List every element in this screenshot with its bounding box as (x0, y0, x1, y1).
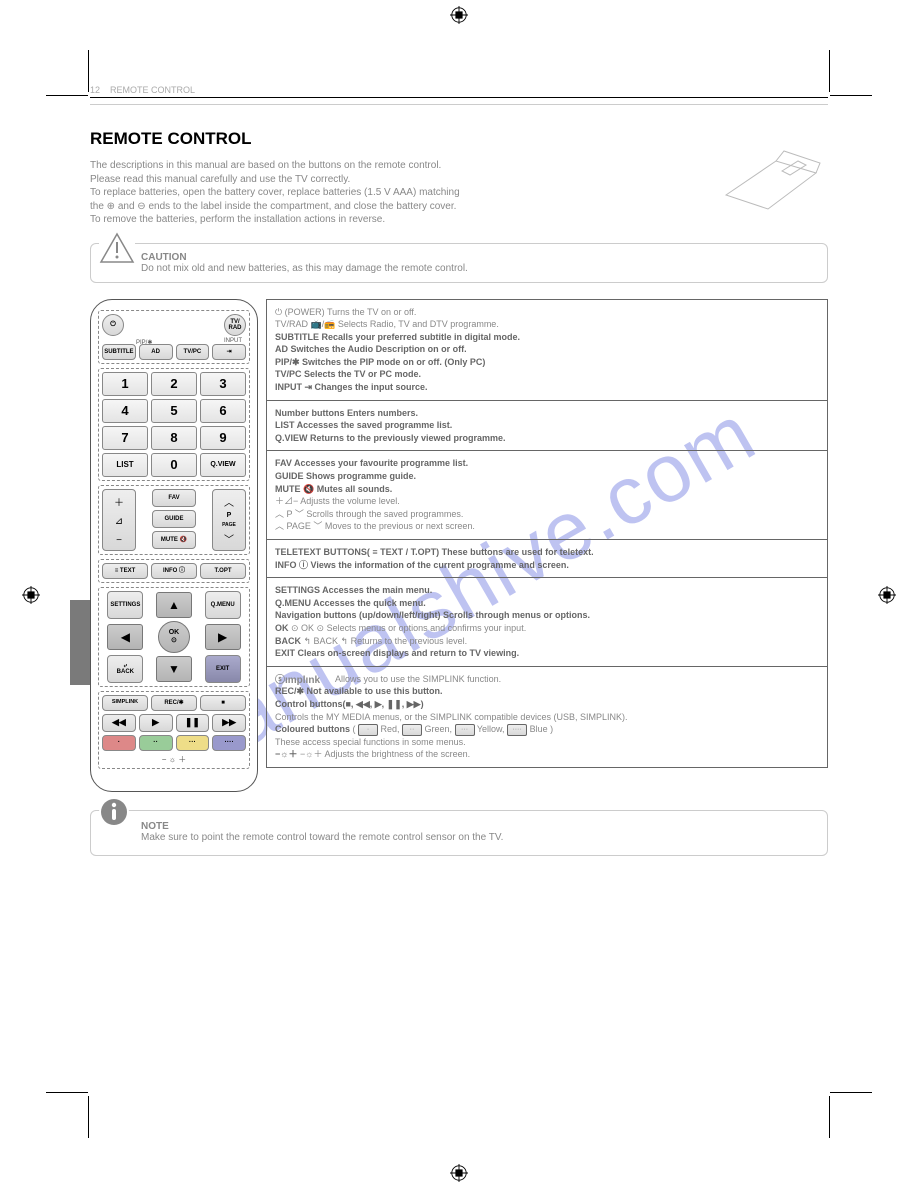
green-button[interactable]: ·· (139, 735, 173, 751)
num-2[interactable]: 2 (151, 372, 197, 396)
header-rule (90, 97, 828, 98)
topt-button[interactable]: T.OPT (200, 563, 246, 579)
fav-button[interactable]: FAV (152, 489, 196, 507)
remote-zone-nav: SETTINGS ▲ Q.MENU ◀ OK ⊙ ▶ ⤶ BACK ▼ EXIT (98, 587, 250, 687)
qmenu-button[interactable]: Q.MENU (205, 591, 241, 619)
text-button[interactable]: ≡ TEXT (102, 563, 148, 579)
yellow-button[interactable]: ··· (176, 735, 210, 751)
input-button[interactable]: ⇥ (212, 344, 246, 360)
subtitle-button[interactable]: SUBTITLE (102, 344, 136, 360)
description-table: ⏻ (POWER) Turns the TV on or off. TV/RAD… (266, 299, 828, 768)
crop-mark (46, 95, 88, 96)
blue-key: ···· (507, 724, 527, 736)
green-key: ·· (402, 724, 422, 736)
brightness-label: − ☼ ＋ (102, 754, 246, 765)
back-button[interactable]: ⤶ BACK (107, 655, 143, 683)
desc-row-4: TELETEXT BUTTONS( ≡ TEXT / T.OPT) These … (267, 540, 827, 578)
simplink-logo: ⓢımplınk (275, 673, 333, 685)
remote-zone-media: SIMPLINK REC/✱ ■ ◀◀ ▶ ❚❚ ▶▶ · ·· ··· ···… (98, 691, 250, 769)
note-label: NOTE (141, 821, 169, 832)
page-rocker[interactable]: ︿ P PAGE ﹀ (212, 489, 246, 551)
guide-button[interactable]: GUIDE (152, 510, 196, 528)
battery-illustration (716, 141, 826, 215)
desc-row-2: Number buttons Enters numbers. LIST Acce… (267, 401, 827, 452)
registration-mark (450, 1164, 468, 1182)
desc-row-3: FAV Accesses your favourite programme li… (267, 451, 827, 540)
crop-mark (88, 1096, 89, 1138)
nav-left[interactable]: ◀ (107, 624, 143, 650)
num-9[interactable]: 9 (200, 426, 246, 450)
num-8[interactable]: 8 (151, 426, 197, 450)
remote-zone-top: ⏻ TV/ RAD PIP/✱ INPUT SUBTITLE AD TV/PC … (98, 310, 250, 364)
num-7[interactable]: 7 (102, 426, 148, 450)
ok-button[interactable]: OK ⊙ (158, 621, 190, 653)
nav-right[interactable]: ▶ (205, 624, 241, 650)
rewind-button[interactable]: ◀◀ (102, 714, 136, 732)
crop-mark (829, 50, 830, 92)
tv-rad-button[interactable]: TV/ RAD (224, 314, 246, 336)
caution-box: CAUTION Do not mix old and new batteries… (90, 243, 828, 283)
power-button[interactable]: ⏻ (102, 314, 124, 336)
caution-label: CAUTION (141, 252, 187, 263)
ad-button[interactable]: AD (139, 344, 173, 360)
stop-button[interactable]: ■ (200, 695, 246, 711)
crop-mark (88, 50, 89, 92)
registration-mark (22, 586, 40, 604)
caution-text: Do not mix old and new batteries, as thi… (141, 263, 819, 274)
section-name: REMOTE CONTROL (110, 85, 195, 95)
crop-mark (46, 1092, 88, 1093)
exit-button[interactable]: EXIT (205, 655, 241, 683)
red-button[interactable]: · (102, 735, 136, 751)
num-4[interactable]: 4 (102, 399, 148, 423)
num-3[interactable]: 3 (200, 372, 246, 396)
caution-icon (99, 232, 135, 264)
fwd-button[interactable]: ▶▶ (212, 714, 246, 732)
settings-button[interactable]: SETTINGS (107, 591, 143, 619)
tv-pc-button[interactable]: TV/PC (176, 344, 210, 360)
remote-control-diagram: ⏻ TV/ RAD PIP/✱ INPUT SUBTITLE AD TV/PC … (90, 299, 258, 792)
desc-row-5: SETTINGS Accesses the main menu. Q.MENU … (267, 578, 827, 667)
crop-mark (829, 1096, 830, 1138)
volume-rocker[interactable]: ＋ ⊿ − (102, 489, 136, 551)
simplink-button[interactable]: SIMPLINK (102, 695, 148, 711)
remote-zone-numpad: 123 456 789 LIST0Q.VIEW (98, 368, 250, 481)
play-button[interactable]: ▶ (139, 714, 173, 732)
svg-text:ⓢımplınk: ⓢımplınk (275, 673, 320, 685)
red-key: · (358, 724, 378, 736)
nav-down[interactable]: ▼ (156, 656, 192, 682)
header-rule-light (90, 104, 828, 105)
page-content: 12 REMOTE CONTROL REMOTE CONTROL The des… (90, 85, 828, 856)
intro-text: The descriptions in this manual are base… (90, 159, 828, 227)
rec-button[interactable]: REC/✱ (151, 695, 197, 711)
nav-up[interactable]: ▲ (156, 592, 192, 618)
num-5[interactable]: 5 (151, 399, 197, 423)
qview-button[interactable]: Q.VIEW (200, 453, 246, 477)
num-1[interactable]: 1 (102, 372, 148, 396)
list-button[interactable]: LIST (102, 453, 148, 477)
remote-zone-vol-page: ＋ ⊿ − FAV GUIDE MUTE 🔇 ︿ P PAGE ﹀ (98, 485, 250, 555)
remote-zone-teletext: ≡ TEXT INFO ⓘ T.OPT (98, 559, 250, 583)
desc-row-6: ⓢımplınk Allows you to use the SIMPLINK … (267, 667, 827, 767)
mute-button[interactable]: MUTE 🔇 (152, 531, 196, 549)
blue-button[interactable]: ···· (212, 735, 246, 751)
desc-row-1: ⏻ (POWER) Turns the TV on or off. TV/RAD… (267, 300, 827, 401)
crop-mark (830, 1092, 872, 1093)
note-text: Make sure to point the remote control to… (141, 832, 817, 843)
note-icon (99, 797, 129, 827)
info-button[interactable]: INFO ⓘ (151, 563, 197, 579)
num-6[interactable]: 6 (200, 399, 246, 423)
num-0[interactable]: 0 (151, 453, 197, 477)
registration-mark (878, 586, 896, 604)
yellow-key: ··· (455, 724, 475, 736)
registration-mark (450, 6, 468, 24)
page-number: 12 (90, 85, 100, 95)
crop-mark (830, 95, 872, 96)
pause-button[interactable]: ❚❚ (176, 714, 210, 732)
note-box: NOTE Make sure to point the remote contr… (90, 810, 828, 856)
